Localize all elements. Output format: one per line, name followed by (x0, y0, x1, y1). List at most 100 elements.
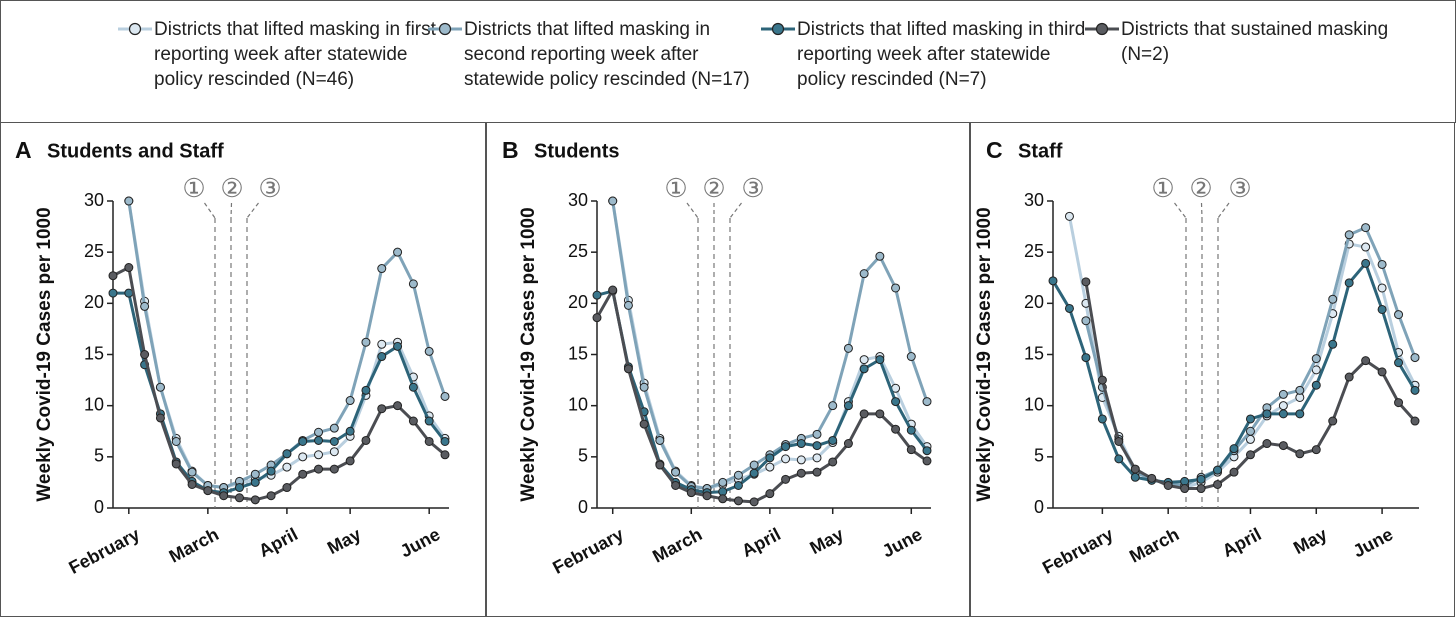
data-point (1394, 358, 1404, 368)
y-tick-label: 0 (578, 497, 588, 517)
data-point (749, 460, 759, 470)
data-point (440, 436, 450, 446)
y-tick-label: 20 (568, 292, 588, 312)
y-tick-label: 5 (578, 446, 588, 466)
panel-title: Students (534, 140, 620, 162)
data-point (1130, 472, 1140, 482)
data-point (1048, 276, 1058, 286)
panel-border (0, 122, 486, 617)
x-tick-label: February (1039, 524, 1116, 578)
data-point (408, 279, 418, 289)
panel-letter: B (502, 137, 519, 163)
data-point (1180, 484, 1190, 494)
data-point (812, 429, 822, 439)
data-point (1196, 484, 1206, 494)
data-point (1278, 401, 1288, 411)
policy-annotation: ① (664, 173, 687, 203)
data-point (124, 196, 134, 206)
data-point (314, 435, 324, 445)
data-point (1064, 211, 1074, 221)
data-point (234, 483, 244, 493)
data-point (1097, 414, 1107, 424)
data-point (828, 401, 838, 411)
data-point (187, 479, 197, 489)
policy-leader (1200, 202, 1203, 219)
data-point (733, 496, 743, 506)
data-point (828, 435, 838, 445)
data-point (702, 491, 712, 501)
legend-swatch (761, 22, 795, 36)
data-point (1081, 277, 1091, 287)
data-point (361, 337, 371, 347)
policy-leader (729, 202, 742, 219)
y-tick-label: 20 (84, 292, 104, 312)
data-point (623, 300, 633, 310)
policy-annotation: ② (1189, 173, 1212, 203)
data-point (639, 382, 649, 392)
legend-item: Districts that lifted masking in first r… (116, 17, 454, 92)
data-point (187, 467, 197, 477)
policy-leader (204, 202, 216, 219)
data-point (796, 455, 806, 465)
legend-item: Districts that sustained masking (N=2) (1083, 17, 1421, 67)
policy-leader (246, 202, 259, 219)
data-point (1114, 454, 1124, 464)
data-point (1295, 449, 1305, 459)
x-tick-label: March (1126, 524, 1182, 567)
legend-swatch (118, 22, 152, 36)
y-tick-label: 30 (84, 190, 104, 210)
series-line (611, 200, 929, 491)
data-point (1328, 416, 1338, 426)
data-point (408, 416, 418, 426)
legend-label: Districts that lifted masking in second … (464, 19, 750, 90)
data-point (812, 453, 822, 463)
data-point (1361, 223, 1371, 233)
data-point (922, 397, 932, 407)
data-point (828, 457, 838, 467)
policy-leader (1217, 202, 1230, 219)
panel-border (970, 122, 1455, 617)
data-point (718, 477, 728, 487)
panel-border (486, 122, 970, 617)
data-point (812, 467, 822, 477)
data-point (875, 251, 885, 261)
data-point (639, 419, 649, 429)
data-point (592, 290, 602, 300)
x-tick-label: June (397, 524, 443, 561)
data-point (922, 446, 932, 456)
data-point (891, 424, 901, 434)
data-point (1229, 467, 1239, 477)
data-point (812, 441, 822, 451)
data-point (859, 409, 869, 419)
legend-swatch (428, 22, 462, 36)
x-tick-label: April (738, 524, 784, 561)
y-tick-label: 25 (1024, 241, 1044, 261)
panel-title: Students and Staff (47, 140, 224, 162)
data-point (875, 409, 885, 419)
x-tick-label: March (166, 524, 222, 567)
data-point (329, 423, 339, 433)
data-point (393, 247, 403, 257)
data-point (843, 439, 853, 449)
y-tick-label: 10 (84, 394, 104, 414)
data-point (1245, 414, 1255, 424)
x-tick-label: May (807, 524, 847, 558)
data-point (424, 436, 434, 446)
data-point (623, 364, 633, 374)
data-point (733, 470, 743, 480)
data-point (891, 397, 901, 407)
data-point (424, 346, 434, 356)
data-point (1394, 398, 1404, 408)
data-point (1377, 367, 1387, 377)
data-point (906, 425, 916, 435)
data-point (345, 426, 355, 436)
data-point (1361, 258, 1371, 268)
data-point (1295, 409, 1305, 419)
data-point (408, 382, 418, 392)
data-point (1081, 316, 1091, 326)
data-point (361, 385, 371, 395)
data-point (282, 462, 292, 472)
data-point (875, 355, 885, 365)
data-point (298, 452, 308, 462)
policy-annotation: ① (1151, 173, 1174, 203)
